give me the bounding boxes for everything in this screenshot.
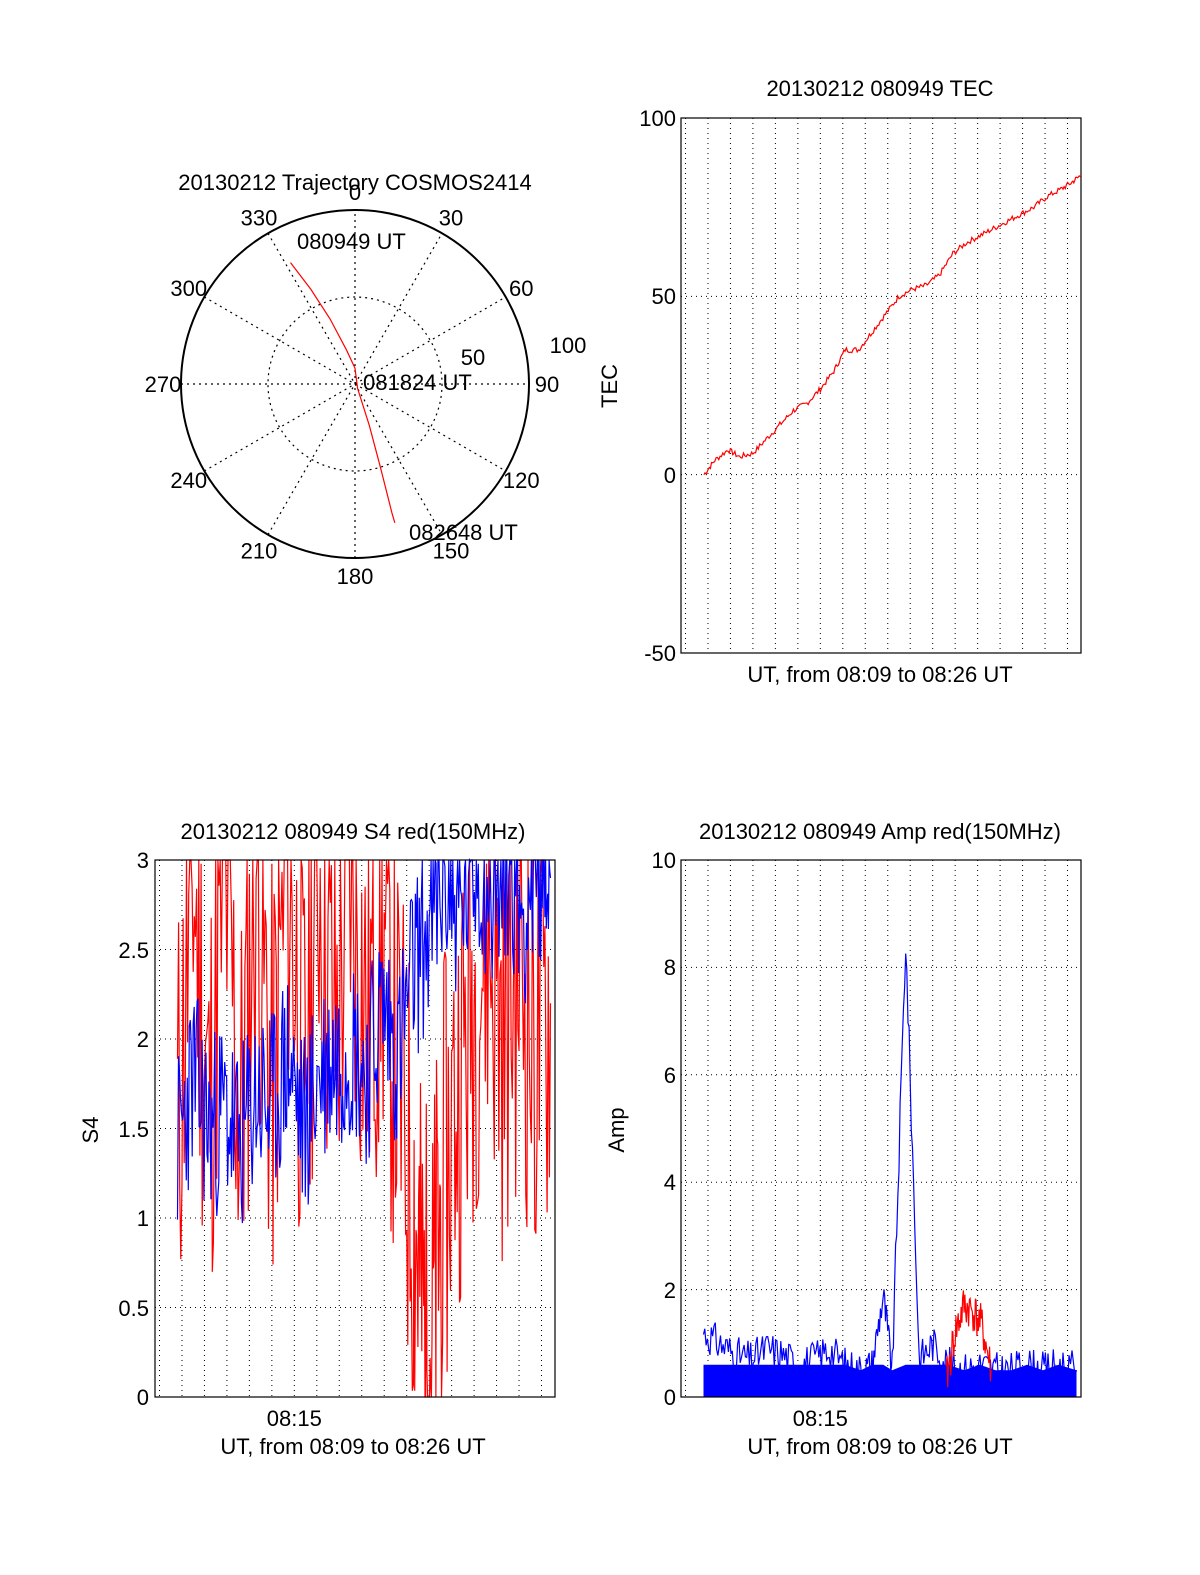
polar-azimuth-label: 300 <box>170 276 207 301</box>
polar-chart-title: 20130212 Trajectory COSMOS2414 <box>178 170 531 195</box>
polar-inner-circle <box>267 296 443 472</box>
polar-azimuth-label: 180 <box>337 564 374 589</box>
amp-red-series-line <box>945 1290 992 1388</box>
polar-azimuth-label: 150 <box>433 538 470 563</box>
polar-radial-label-100: 100 <box>550 333 587 358</box>
tec-series-line <box>703 174 1082 476</box>
s4-ytick-1-5: 1.5 <box>118 1117 149 1142</box>
s4-ytick-3: 3 <box>137 848 149 873</box>
amp-ytick-8: 8 <box>664 955 676 980</box>
amp-ylabel: Amp <box>604 1107 629 1152</box>
s4-plot-frame <box>154 859 556 1398</box>
amp-blue-series-line <box>702 953 1078 1390</box>
polar-azimuth-label: 0 <box>349 180 361 205</box>
polar-azimuth-label: 60 <box>509 276 533 301</box>
amp-xtick-0815: 08:15 <box>793 1406 848 1431</box>
polar-azimuth-label: 270 <box>145 372 182 397</box>
polar-annotation-end: 082648 UT <box>409 520 518 545</box>
s4-ytick-1: 1 <box>137 1206 149 1231</box>
tec-ytick-neg50: -50 <box>644 641 676 666</box>
polar-azimuth-label: 30 <box>439 206 463 231</box>
s4-ytick-2-5: 2.5 <box>118 938 149 963</box>
s4-ylabel: S4 <box>78 1117 103 1144</box>
amp-chart: 20130212 080949 Amp red(150MHz) 10 8 6 4… <box>604 819 1082 1459</box>
tec-ytick-0: 0 <box>664 463 676 488</box>
polar-spoke <box>267 233 443 535</box>
polar-annotation-start: 080949 UT <box>297 229 406 254</box>
polar-azimuth-label: 330 <box>241 206 278 231</box>
amp-ytick-4: 4 <box>664 1170 676 1195</box>
polar-azimuth-label: 210 <box>241 538 278 563</box>
amp-grid <box>681 860 1081 1397</box>
polar-azimuth-label: 90 <box>535 372 559 397</box>
tec-plot-frame <box>680 117 1082 654</box>
tec-chart: 20130212 080949 TEC 100 50 0 -50 TEC UT,… <box>597 76 1082 687</box>
polar-annotation-mid: 081824 UT <box>363 370 472 395</box>
polar-azimuth-labels: 0 30 60 90 120 150 180 210 240 270 300 330 <box>145 180 560 589</box>
tec-ytick-100: 100 <box>639 106 676 131</box>
tec-grid <box>681 118 1081 653</box>
tec-ytick-50: 50 <box>652 284 676 309</box>
s4-chart-title: 20130212 080949 S4 red(150MHz) <box>181 819 526 844</box>
polar-trajectory-line <box>290 262 396 523</box>
amp-ytick-10: 10 <box>652 848 676 873</box>
s4-ytick-0: 0 <box>137 1385 149 1410</box>
polar-grid <box>180 209 530 559</box>
s4-chart: 20130212 080949 S4 red(150MHz) 3 2.5 2 1… <box>78 819 556 1459</box>
polar-azimuth-label: 120 <box>503 468 540 493</box>
amp-ytick-2: 2 <box>664 1278 676 1303</box>
tec-chart-title: 20130212 080949 TEC <box>766 76 993 101</box>
s4-ytick-0-5: 0.5 <box>118 1296 149 1321</box>
tec-ylabel: TEC <box>597 364 622 408</box>
polar-trajectory-chart: 20130212 Trajectory COSMOS2414 0 30 60 90 12… <box>145 170 587 589</box>
amp-ytick-0: 0 <box>664 1385 676 1410</box>
amp-plot-frame <box>680 859 1082 1398</box>
polar-azimuth-label: 240 <box>170 468 207 493</box>
amp-chart-title: 20130212 080949 Amp red(150MHz) <box>699 819 1061 844</box>
tec-xlabel: UT, from 08:09 to 08:26 UT <box>747 662 1012 687</box>
s4-ytick-2: 2 <box>137 1027 149 1052</box>
s4-xlabel: UT, from 08:09 to 08:26 UT <box>220 1434 485 1459</box>
amp-xlabel: UT, from 08:09 to 08:26 UT <box>747 1434 1012 1459</box>
polar-radial-label-50: 50 <box>461 345 485 370</box>
s4-blue-series-line <box>176 857 552 1224</box>
amp-ytick-6: 6 <box>664 1063 676 1088</box>
s4-xtick-0815: 08:15 <box>267 1406 322 1431</box>
